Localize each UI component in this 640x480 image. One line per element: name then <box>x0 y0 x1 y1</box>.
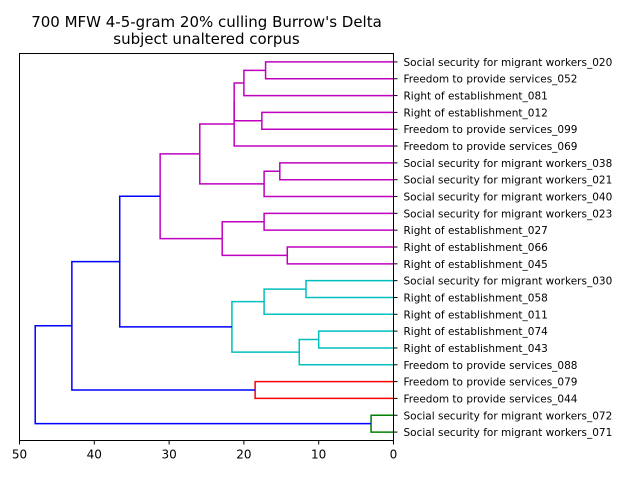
leaf-labels: Social security for migrant workers_020 F… <box>393 57 613 439</box>
x-axis: 50 40 30 20 10 0 <box>12 440 398 462</box>
leaf-label: Right of establishment_081 <box>404 91 548 103</box>
leaf-label: Social security for migrant workers_023 <box>404 208 613 220</box>
leaf-label: Social security for migrant workers_030 <box>404 276 613 288</box>
dendrogram-links <box>34 61 394 433</box>
dendrogram-link <box>34 325 372 425</box>
leaf-label: Right of establishment_011 <box>404 309 548 321</box>
dendrogram-link <box>231 300 300 353</box>
dendrogram-link <box>263 288 394 316</box>
dendrogram-link <box>370 414 394 433</box>
leaf-label: Right of establishment_012 <box>404 107 548 119</box>
x-tick-label: 50 <box>12 448 27 462</box>
leaf-label: Social security for migrant workers_071 <box>404 427 613 439</box>
dendrogram-link <box>279 162 394 181</box>
leaf-label: Right of establishment_027 <box>404 225 548 237</box>
x-tick-label: 10 <box>311 448 326 462</box>
leaf-label: Social security for migrant workers_021 <box>404 175 613 187</box>
dendrogram-link <box>286 246 394 265</box>
leaf-label: Social security for migrant workers_040 <box>404 192 613 204</box>
dendrogram-link <box>199 123 265 185</box>
leaf-label: Freedom to provide services_052 <box>404 74 578 86</box>
chart-title-line-2: subject unaltered corpus <box>113 30 300 48</box>
x-tick-label: 40 <box>87 448 102 462</box>
leaf-label: Right of establishment_043 <box>404 343 548 355</box>
dendrogram-link <box>71 260 256 391</box>
leaf-label: Freedom to provide services_069 <box>404 141 578 153</box>
leaf-label: Freedom to provide services_044 <box>404 393 578 405</box>
dendrogram-link <box>233 101 394 147</box>
dendrogram-link <box>263 170 394 198</box>
x-tick-label: 30 <box>161 448 176 462</box>
leaf-label: Right of establishment_074 <box>404 326 549 338</box>
dendrogram-link <box>263 212 394 231</box>
chart-title-line-1: 700 MFW 4-5-gram 20% culling Burrow's De… <box>31 13 382 31</box>
leaf-label: Right of establishment_066 <box>404 242 549 254</box>
dendrogram-link <box>254 380 394 400</box>
dendrogram-link <box>233 82 262 122</box>
dendrogram-link <box>298 338 394 366</box>
dendrogram-link <box>159 153 223 240</box>
dendrogram-link <box>305 279 394 299</box>
dendrogram-link <box>317 330 394 349</box>
leaf-label: Social security for migrant workers_038 <box>404 158 613 170</box>
leaf-label: Freedom to provide services_088 <box>404 360 578 372</box>
dendrogram-link <box>118 195 232 328</box>
leaf-label: Right of establishment_058 <box>404 292 548 304</box>
x-tick-label: 0 <box>390 448 398 462</box>
x-tick-label: 20 <box>236 448 251 462</box>
leaf-label: Freedom to provide services_079 <box>404 377 578 389</box>
dendrogram-link <box>221 221 288 257</box>
leaf-label: Social security for migrant workers_072 <box>404 410 613 422</box>
leaf-label: Freedom to provide services_099 <box>404 124 578 136</box>
dendrogram-link <box>264 61 394 80</box>
dendrogram-link <box>261 111 394 130</box>
leaf-label: Social security for migrant workers_020 <box>404 57 613 69</box>
leaf-label: Right of establishment_045 <box>404 259 548 271</box>
